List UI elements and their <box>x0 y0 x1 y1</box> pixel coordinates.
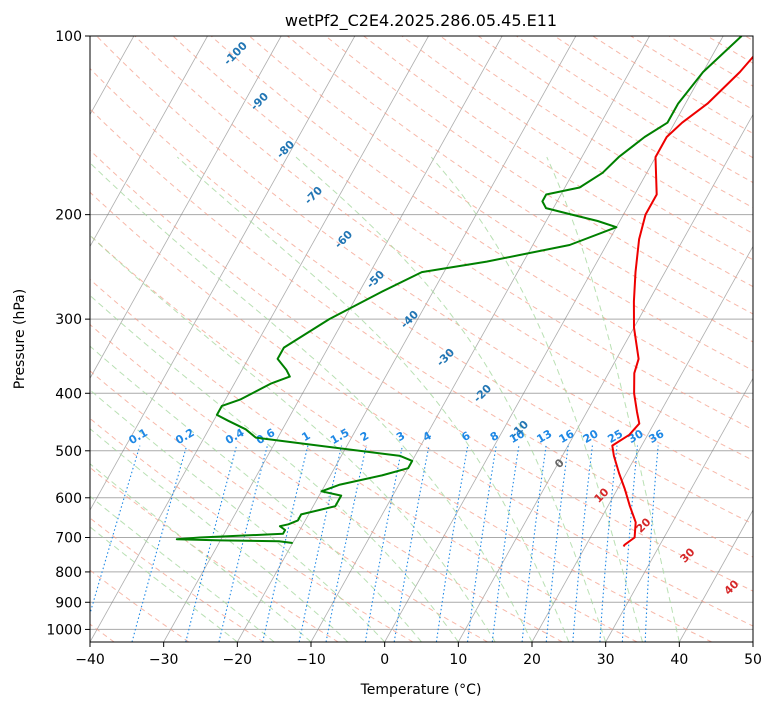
moist-adiabat-line <box>430 156 643 642</box>
dry-adiabat-line <box>210 36 753 401</box>
isotherm-line <box>236 36 577 642</box>
isotherm-line <box>90 36 282 380</box>
x-tick-label: −10 <box>296 652 326 668</box>
y-tick-label: 100 <box>55 29 82 45</box>
mixing-ratio-line <box>435 445 469 642</box>
x-tick-label: 0 <box>380 652 389 668</box>
moist-adiabat-line <box>90 162 533 642</box>
x-tick-label: −40 <box>75 652 105 668</box>
dry-adiabat-line <box>90 466 339 642</box>
mixing-ratio-line <box>393 445 430 642</box>
moist-adiabat-line <box>90 294 459 642</box>
mixing-ratio-line <box>572 445 593 642</box>
x-tick-label: 10 <box>449 652 467 668</box>
moist-adiabat-line <box>90 495 275 642</box>
y-axis-label: Pressure (hPa) <box>12 289 28 389</box>
moist-adiabat-line <box>176 156 570 642</box>
plot-frame <box>89 35 754 643</box>
dry-adiabat-line <box>287 36 753 343</box>
mixing-ratio-line <box>364 445 403 642</box>
mixing-ratio-line <box>491 445 520 642</box>
axis-ticks: −40 −30 −20 −10 0 10 20 30 40 50 100 200 300 400 500 60… <box>46 29 762 668</box>
y-tick-label: 900 <box>55 595 82 611</box>
dry-adiabat-line <box>90 149 753 592</box>
mixing-ratio-line <box>644 445 659 642</box>
dry-adiabat-line <box>90 517 264 642</box>
dry-adiabat-line <box>90 234 712 642</box>
isotherm-line <box>605 377 753 642</box>
moist-adiabat-line <box>90 463 312 642</box>
chart-title: wetPf2_C2E4.2025.286.05.45.E11 <box>285 11 557 31</box>
x-axis-label: Temperature (°C) <box>360 682 482 698</box>
x-tick-label: −30 <box>149 652 179 668</box>
isotherm-line <box>0 36 60 642</box>
dewpoint-profile <box>175 36 743 544</box>
x-tick-label: 30 <box>597 652 615 668</box>
mixing-ratio-line <box>325 445 367 642</box>
y-tick-label: 1000 <box>46 622 82 638</box>
y-tick-label: 700 <box>55 531 82 547</box>
dry-adiabat-line <box>96 36 753 493</box>
isotherm-line <box>90 36 356 511</box>
moist-adiabat-line <box>90 428 349 642</box>
isotherm-line <box>90 36 208 248</box>
isotherm-line <box>752 641 753 642</box>
dry-adiabat-line <box>134 36 753 461</box>
mixing-ratio-line <box>466 445 497 642</box>
dry-adiabat-line <box>90 417 414 642</box>
dry-adiabat-line <box>363 36 753 288</box>
mixing-ratio-line <box>599 445 618 642</box>
y-tick-label: 800 <box>55 565 82 581</box>
x-tick-label: −20 <box>223 652 253 668</box>
mixing-ratio-line <box>218 445 268 642</box>
x-tick-label: 50 <box>744 652 762 668</box>
isotherm-line <box>531 245 753 642</box>
dry-adiabat-line <box>90 569 190 642</box>
plot-area <box>90 36 753 642</box>
moist-adiabat-line <box>295 156 607 642</box>
isotherm-line <box>678 509 753 642</box>
temperature-profile <box>611 55 753 548</box>
mixing-ratio-line <box>131 445 188 642</box>
x-tick-label: 20 <box>523 652 541 668</box>
mixing-ratio-line <box>185 445 238 642</box>
moist-adiabat-line <box>90 389 386 642</box>
mixing-ratio-line <box>262 445 309 642</box>
isotherm-line <box>457 113 753 642</box>
mixing-ratio-line <box>298 445 343 642</box>
y-tick-label: 600 <box>55 491 82 507</box>
mixing-ratio-line <box>621 445 639 642</box>
dry-adiabat-line <box>90 191 753 627</box>
moist-adiabat-line <box>90 345 422 642</box>
y-tick-label: 300 <box>55 312 82 328</box>
dry-adiabat-line <box>90 278 638 642</box>
dry-adiabat-line <box>90 370 488 642</box>
moist-adiabat-line <box>546 156 680 642</box>
x-tick-label: 40 <box>670 652 688 668</box>
y-tick-label: 500 <box>55 444 82 460</box>
mixing-ratio-line <box>545 445 569 642</box>
dry-adiabat-line <box>90 108 753 558</box>
mixing-ratio-line <box>521 445 547 642</box>
moist-adiabat-line <box>90 526 238 642</box>
y-tick-label: 200 <box>55 208 82 224</box>
y-tick-label: 400 <box>55 386 82 402</box>
profiles <box>175 36 753 548</box>
